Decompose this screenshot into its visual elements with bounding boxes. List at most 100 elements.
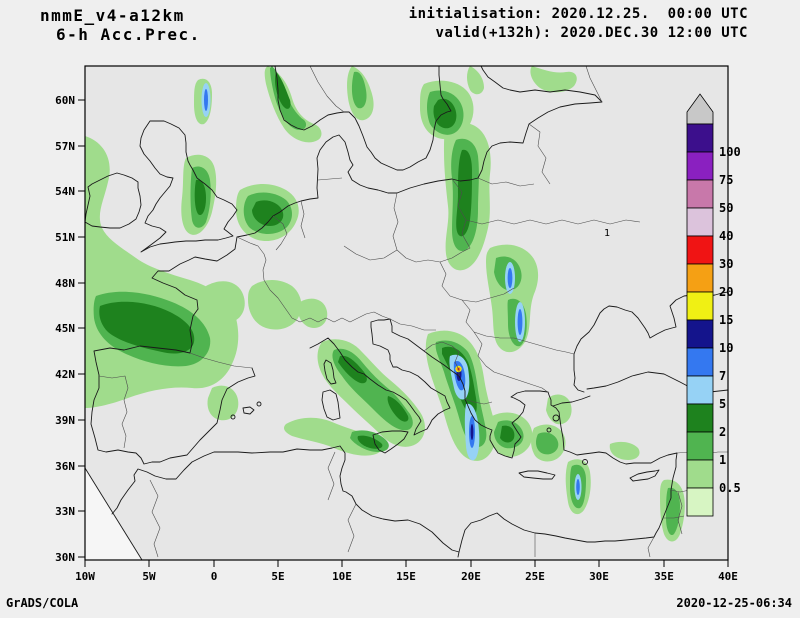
country-border — [461, 299, 575, 355]
colorbar-box — [686, 403, 714, 433]
colorbar-box — [686, 319, 714, 349]
precip-area — [536, 432, 559, 455]
coastline — [309, 318, 451, 436]
country-border — [465, 219, 641, 225]
precip-area — [298, 298, 328, 328]
coastline — [274, 66, 452, 171]
precip-area — [500, 425, 515, 443]
colorbar-box — [686, 431, 714, 461]
colorbar-box — [686, 459, 714, 489]
grads-credit: GrADS/COLA — [6, 596, 79, 610]
country-border — [300, 200, 306, 239]
axis-ticks — [78, 99, 729, 567]
precip-area — [530, 66, 577, 93]
country-border — [423, 341, 460, 376]
colorbar-label: 7 — [719, 369, 726, 383]
island — [256, 401, 262, 407]
contour-label: 1 — [604, 228, 610, 239]
colorbar-box — [686, 291, 714, 321]
coastline — [323, 359, 337, 385]
precip-area — [194, 179, 206, 216]
colorbar: 100 75 50 40 30 20 15 10 7 5 2 1 0.5 — [686, 93, 741, 517]
precip-area — [274, 72, 291, 109]
coastline — [389, 318, 678, 558]
country-border — [396, 249, 463, 263]
lon-axis-labels: 10W 5W 0 5E 10E 15E 20E 25E 30E 35E 40E — [75, 570, 738, 583]
precip-area — [456, 149, 472, 237]
country-border — [347, 503, 357, 553]
colorbar-box — [686, 487, 714, 517]
precip-area — [351, 71, 367, 109]
initialisation-label: initialisation: 2020.12.25. 00:00 UTC — [408, 6, 748, 22]
precip-area — [470, 424, 474, 440]
precip-area — [284, 417, 384, 456]
coastline — [573, 291, 728, 393]
lon-tick-label: 10E — [332, 570, 352, 583]
coastline — [629, 469, 660, 482]
colorbar-label: 50 — [719, 201, 733, 215]
precip-area — [517, 309, 523, 335]
coastline — [552, 395, 591, 407]
colorbar-box — [686, 207, 714, 237]
colorbar-label: 15 — [719, 313, 733, 327]
lon-tick-label: 40E — [718, 570, 738, 583]
precip-area — [467, 66, 484, 95]
precip-area — [85, 148, 95, 182]
country-border — [473, 331, 550, 394]
country-border — [327, 451, 336, 501]
lat-tick-label: 48N — [55, 277, 75, 290]
colorbar-label: 40 — [719, 229, 733, 243]
valid-time-label: valid(+132h): 2020.DEC.30 12:00 UTC — [435, 25, 748, 41]
precip-area — [387, 396, 409, 422]
coastline — [372, 430, 409, 454]
lat-tick-label: 54N — [55, 185, 75, 198]
country-border — [477, 177, 535, 187]
colorbar-label: 1 — [719, 453, 726, 467]
lat-tick-label: 57N — [55, 140, 75, 153]
precip-area — [338, 355, 367, 384]
precip-area — [207, 385, 239, 421]
precip-area — [252, 200, 284, 226]
lon-tick-label: 25E — [525, 570, 545, 583]
model-title: nmmE_v4-a12km — [40, 6, 185, 25]
colorbar-box — [686, 235, 714, 265]
island — [230, 414, 236, 420]
borders-group — [98, 66, 728, 558]
precip-shading-layer — [85, 66, 685, 542]
colorbar-box — [686, 179, 714, 209]
lon-tick-label: 15E — [396, 570, 416, 583]
colorbar-label: 5 — [719, 397, 726, 411]
coastline — [90, 308, 256, 465]
precip-area — [99, 301, 195, 354]
colorbar-label: 2 — [719, 425, 726, 439]
lon-tick-label: 5E — [271, 570, 284, 583]
lat-tick-label: 60N — [55, 94, 75, 107]
colorbar-box — [686, 151, 714, 181]
country-border — [389, 318, 436, 331]
lat-tick-label: 33N — [55, 505, 75, 518]
precip-area — [202, 281, 245, 324]
lat-tick-label: 45N — [55, 322, 75, 335]
country-border — [98, 375, 129, 449]
field-title: 6-h Acc.Prec. — [56, 25, 201, 44]
coastline — [139, 120, 238, 253]
country-border — [585, 66, 603, 103]
lon-tick-label: 35E — [654, 570, 674, 583]
precip-area — [546, 394, 572, 425]
colorbar-label: 20 — [719, 285, 733, 299]
island — [546, 427, 552, 433]
projection-edge-line — [85, 467, 143, 560]
precip-area — [609, 441, 640, 460]
lon-tick-label: 10W — [75, 570, 95, 583]
lon-tick-label: 30E — [589, 570, 609, 583]
colorbar-label: 75 — [719, 173, 733, 187]
country-border — [464, 398, 493, 405]
precip-area — [576, 479, 580, 495]
country-border — [647, 536, 655, 558]
lon-tick-label: 20E — [461, 570, 481, 583]
country-border — [309, 66, 345, 113]
colorbar-label: 30 — [719, 257, 733, 271]
lat-tick-label: 30N — [55, 551, 75, 564]
precip-area — [666, 487, 680, 536]
precip-area — [204, 89, 208, 111]
